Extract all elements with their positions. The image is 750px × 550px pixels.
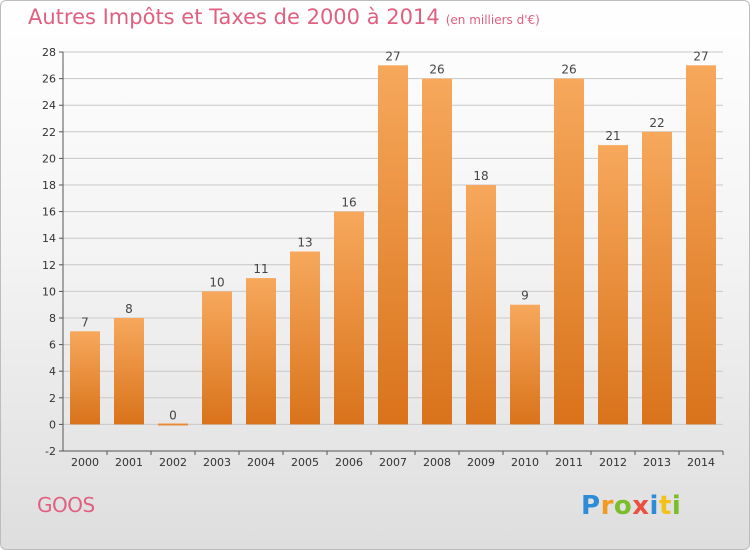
data-label: 16 xyxy=(341,196,356,210)
logo-letter: i xyxy=(649,491,659,521)
y-tick-label: 16 xyxy=(42,206,56,219)
y-tick-label: 8 xyxy=(49,312,56,325)
data-label: 0 xyxy=(169,408,177,422)
x-tick-label: 2009 xyxy=(467,456,495,469)
y-tick-label: 0 xyxy=(49,418,56,431)
bar xyxy=(554,78,584,425)
logo-letter: r xyxy=(600,491,614,521)
data-label: 10 xyxy=(209,275,224,289)
y-tick-label: -2 xyxy=(45,445,56,458)
data-label: 18 xyxy=(473,169,488,183)
bar xyxy=(246,278,276,425)
chart-subtitle: (en milliers d'€) xyxy=(445,13,540,27)
bar xyxy=(202,291,232,425)
bar xyxy=(70,331,100,425)
y-tick-label: 6 xyxy=(49,339,56,352)
bar xyxy=(378,65,408,425)
city-name: GOOS xyxy=(37,493,95,517)
bar xyxy=(510,304,540,425)
chart-title-text: Autres Impôts et Taxes de 2000 à 2014 xyxy=(28,5,440,29)
data-label: 27 xyxy=(693,49,708,63)
y-tick-label: 2 xyxy=(49,392,56,405)
data-label: 27 xyxy=(385,49,400,63)
x-tick-label: 2006 xyxy=(335,456,363,469)
y-tick-label: 20 xyxy=(42,152,56,165)
bar xyxy=(114,318,144,425)
y-tick-label: 4 xyxy=(49,365,56,378)
bars xyxy=(70,65,716,426)
bar xyxy=(642,131,672,425)
y-tick-label: 14 xyxy=(42,232,56,245)
data-label: 26 xyxy=(429,63,444,77)
x-tick-label: 2000 xyxy=(71,456,99,469)
y-tick-label: 28 xyxy=(42,46,56,59)
data-labels: 7 8 0 10 11 13 16 27 26 18 9 26 21 22 27 xyxy=(81,49,708,422)
bar xyxy=(686,65,716,425)
x-tick-label: 2010 xyxy=(511,456,539,469)
bar xyxy=(466,185,496,425)
bar xyxy=(334,211,364,425)
bar xyxy=(422,78,452,425)
logo-letter: t xyxy=(658,491,672,521)
x-tick-label: 2003 xyxy=(203,456,231,469)
x-tick-label: 2011 xyxy=(555,456,583,469)
x-tick-label: 2004 xyxy=(247,456,275,469)
bar xyxy=(158,423,188,426)
chart-title: Autres Impôts et Taxes de 2000 à 2014 (en… xyxy=(28,5,540,29)
y-tick-label: 24 xyxy=(42,99,56,112)
data-label: 22 xyxy=(649,116,664,130)
data-label: 13 xyxy=(297,236,312,250)
logo-letter: i xyxy=(671,491,682,521)
data-label: 7 xyxy=(81,315,89,329)
logo-letter: P xyxy=(581,491,601,521)
x-tick-label: 2014 xyxy=(687,456,715,469)
x-tick-label: 2012 xyxy=(599,456,627,469)
x-tick-label: 2007 xyxy=(379,456,407,469)
data-label: 8 xyxy=(125,302,133,316)
bar xyxy=(598,145,628,425)
x-tick-label: 2001 xyxy=(115,456,143,469)
logo-letter: o xyxy=(613,491,633,521)
y-tick-label: 10 xyxy=(42,285,56,298)
y-tick-label: 18 xyxy=(42,179,56,192)
x-tick-label: 2013 xyxy=(643,456,671,469)
x-tick-label: 2002 xyxy=(159,456,187,469)
data-label: 9 xyxy=(521,289,529,303)
data-label: 11 xyxy=(253,262,268,276)
x-tick-label: 2008 xyxy=(423,456,451,469)
y-tick-label: 22 xyxy=(42,126,56,139)
y-tick-label: 26 xyxy=(42,73,56,86)
proxiti-logo[interactable]: Proxiti xyxy=(581,491,681,521)
y-tick-label: 12 xyxy=(42,259,56,272)
logo-letter: x xyxy=(632,491,650,521)
data-label: 21 xyxy=(605,129,620,143)
bar xyxy=(290,251,320,425)
data-label: 26 xyxy=(561,63,576,77)
x-tick-label: 2005 xyxy=(291,456,319,469)
